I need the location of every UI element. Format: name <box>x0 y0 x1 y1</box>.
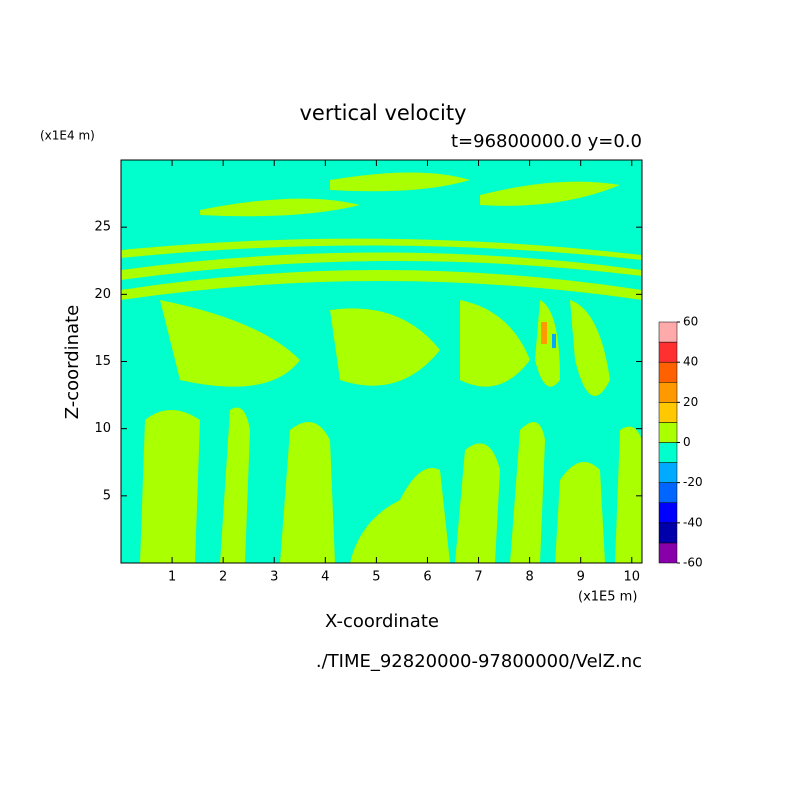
field-region <box>555 462 605 563</box>
y-tick-label: 15 <box>94 354 111 369</box>
field-region <box>140 410 200 563</box>
colorbar-box <box>658 442 678 463</box>
x-tick-label: 7 <box>474 570 482 585</box>
colorbar-box <box>658 522 678 544</box>
field-region <box>570 300 610 396</box>
colorbar-label: -40 <box>683 515 703 529</box>
field-region <box>200 198 360 217</box>
chart-title: vertical velocity <box>299 101 466 125</box>
colorbar-box <box>658 502 678 524</box>
colorbar-box <box>658 422 678 443</box>
source-label: ./TIME_92820000-97800000/VelZ.nc <box>316 651 642 672</box>
x-tick-label: 8 <box>525 570 533 585</box>
field-region <box>280 422 335 563</box>
field-region <box>615 426 642 563</box>
colorbar-box <box>658 462 678 483</box>
field <box>120 159 643 564</box>
field-region <box>535 300 560 387</box>
field-region <box>460 300 530 387</box>
colorbar-box <box>658 542 678 564</box>
colorbar-box <box>658 341 678 363</box>
x-axis-label: X-coordinate <box>325 611 439 632</box>
x-tick-label: 2 <box>219 570 227 585</box>
field-region <box>121 252 642 280</box>
x-tick-label: 10 <box>624 570 641 585</box>
field-region <box>121 238 642 260</box>
colorbar-label: 0 <box>683 435 691 449</box>
x-tick-label: 9 <box>577 570 585 585</box>
colorbar-box <box>658 321 678 343</box>
field-region <box>510 422 545 563</box>
field-region <box>541 322 547 344</box>
colorbar-box <box>658 382 678 403</box>
x-tick-label: 1 <box>168 570 176 585</box>
y-tick-label: 25 <box>94 220 111 235</box>
y-axis-label: Z-coordinate <box>62 305 83 420</box>
x-tick-label: 4 <box>321 570 329 585</box>
chart-subtitle: t=96800000.0 y=0.0 <box>451 131 642 152</box>
field-region <box>455 443 500 563</box>
field-region <box>552 334 556 348</box>
y-tick-label: 10 <box>94 421 111 436</box>
colorbar-box <box>658 402 678 423</box>
x-tick-label: 6 <box>423 570 431 585</box>
y-unit: (x1E4 m) <box>40 129 95 143</box>
field-region <box>160 300 300 387</box>
colorbar-label: 40 <box>683 355 698 369</box>
colorbar-label: 20 <box>683 395 698 409</box>
colorbar-label: 60 <box>683 315 698 329</box>
colorbar-box <box>658 361 678 383</box>
y-tick-label: 5 <box>103 488 111 503</box>
x-unit: (x1E5 m) <box>578 590 637 605</box>
y-tick-label: 20 <box>94 287 111 302</box>
colorbar-label: -20 <box>683 475 703 489</box>
colorbar-label: -60 <box>683 556 703 570</box>
field-region <box>480 181 620 206</box>
field-region <box>330 172 470 192</box>
field-region <box>350 468 450 563</box>
x-tick-label: 3 <box>270 570 278 585</box>
x-tick-label: 5 <box>372 570 380 585</box>
field-region <box>220 407 250 563</box>
colorbar-box <box>658 482 678 503</box>
field-region <box>121 270 642 300</box>
field-region <box>330 308 440 386</box>
